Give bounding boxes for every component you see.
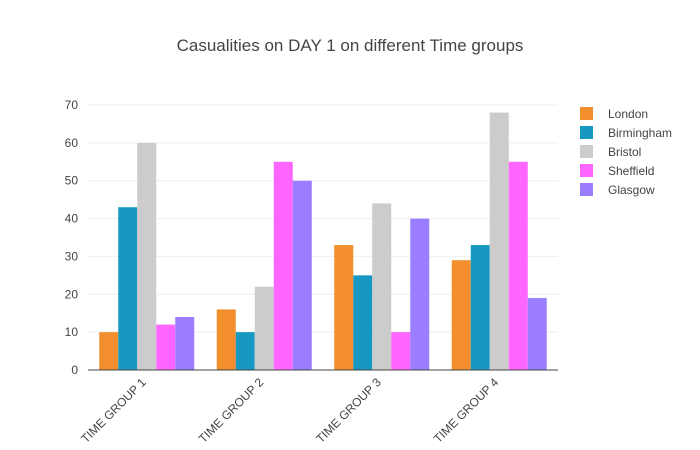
legend: London Birmingham Bristol Sheffield Glasgow	[580, 107, 672, 197]
bar-bristol-2	[254, 286, 274, 370]
bar-sheffield-1	[156, 324, 176, 370]
y-tick-label: 20	[65, 287, 79, 301]
legend-label-birmingham: Birmingham	[608, 126, 672, 140]
y-tick-label: 40	[65, 212, 79, 226]
legend-swatch-bristol	[580, 145, 593, 158]
bar-glasgow-1	[175, 317, 195, 370]
legend-swatch-sheffield	[580, 164, 593, 177]
y-tick-label: 60	[65, 136, 79, 150]
bar-sheffield-3	[391, 332, 411, 370]
x-tick-label: TIME GROUP 4	[431, 375, 502, 446]
bar-birmingham-3	[353, 275, 373, 370]
legend-label-london: London	[608, 107, 648, 121]
bar-sheffield-4	[508, 161, 528, 370]
bar-london-3	[334, 245, 354, 370]
bar-london-4	[451, 260, 471, 370]
bar-glasgow-2	[292, 180, 312, 370]
y-tick-label: 0	[71, 363, 78, 377]
y-tick-label: 10	[65, 325, 79, 339]
bar-birmingham-4	[470, 245, 490, 370]
legend-swatch-birmingham	[580, 126, 593, 139]
gridlines	[88, 104, 558, 333]
legend-swatch-glasgow	[580, 183, 593, 196]
bar-bristol-4	[489, 112, 509, 371]
x-tick-label: TIME GROUP 3	[313, 375, 384, 446]
bar-london-1	[99, 332, 119, 370]
bars	[99, 112, 547, 371]
bar-birmingham-2	[235, 332, 255, 370]
y-tick-label: 50	[65, 174, 79, 188]
bar-birmingham-1	[118, 207, 138, 370]
bar-glasgow-3	[410, 218, 430, 370]
bar-glasgow-4	[527, 298, 547, 370]
x-tick-label: TIME GROUP 1	[78, 375, 149, 446]
bar-london-2	[216, 309, 236, 370]
legend-label-glasgow: Glasgow	[608, 183, 655, 197]
bar-sheffield-2	[273, 161, 293, 370]
legend-label-bristol: Bristol	[608, 145, 641, 159]
y-tick-label: 70	[65, 98, 79, 112]
legend-swatch-london	[580, 107, 593, 120]
x-tick-label: TIME GROUP 2	[196, 375, 267, 446]
bar-bristol-1	[137, 142, 157, 370]
bar-bristol-3	[372, 203, 392, 370]
chart-title: Casualities on DAY 1 on different Time g…	[177, 36, 524, 55]
legend-label-sheffield: Sheffield	[608, 164, 654, 178]
y-tick-label: 30	[65, 249, 79, 263]
